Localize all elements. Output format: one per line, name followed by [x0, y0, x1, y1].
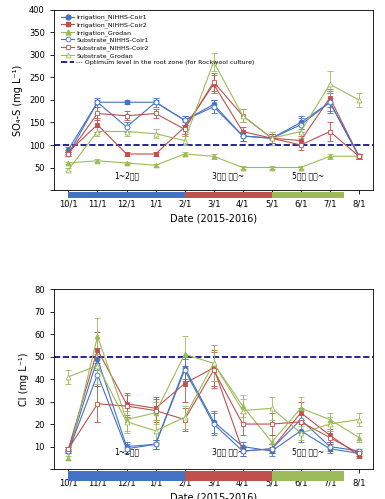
Y-axis label: SO₄-S (mg L⁻¹): SO₄-S (mg L⁻¹)	[13, 64, 23, 136]
Y-axis label: Cl (mg L⁻¹): Cl (mg L⁻¹)	[19, 352, 29, 406]
X-axis label: Date (2015-2016): Date (2015-2016)	[170, 493, 257, 499]
Text: 5그름 학과~: 5그름 학과~	[292, 448, 324, 457]
Legend: Irrigation_NIHHS-Coir1, Irrigation_NIHHS-Coir2, Irrigation_Grodan, Substrate_NIH: Irrigation_NIHHS-Coir1, Irrigation_NIHHS…	[60, 13, 256, 67]
Text: 1~2그름: 1~2그름	[114, 171, 139, 180]
Text: 3그름 학과~: 3그름 학과~	[212, 171, 244, 180]
Text: 3그름 학과~: 3그름 학과~	[212, 448, 244, 457]
X-axis label: Date (2015-2016): Date (2015-2016)	[170, 214, 257, 224]
Text: 5그름 학과~: 5그름 학과~	[292, 171, 324, 180]
Text: 1~2그름: 1~2그름	[114, 448, 139, 457]
